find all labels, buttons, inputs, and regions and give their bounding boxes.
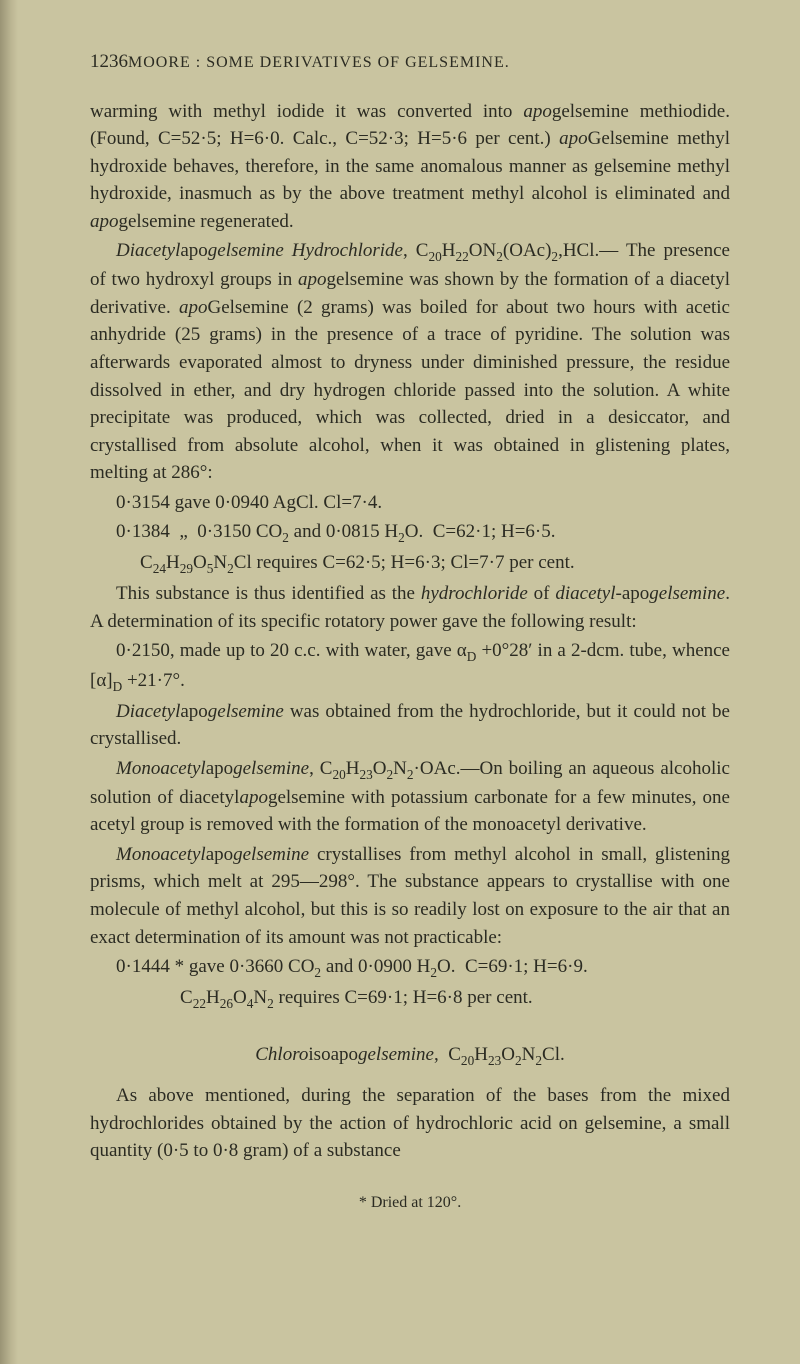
data-line-d: 0·1444 * gave 0·3660 CO2 and 0·0900 H2O.… — [116, 953, 730, 982]
page-number: 1236 — [90, 48, 128, 76]
paragraph-3: This substance is thus identified as the… — [90, 580, 730, 635]
paragraph-8: As above mentioned, during the separatio… — [90, 1082, 730, 1165]
footnote: * Dried at 120°. — [90, 1191, 730, 1214]
paragraph-2: Diacetylapogelsemine Hydrochloride, C20H… — [90, 237, 730, 486]
page: 1236 MOORE : SOME DERIVATIVES OF GELSEMI… — [0, 0, 800, 1364]
paragraph-4: 0·2150, made up to 20 c.c. with water, g… — [90, 637, 730, 695]
section-title-chloro: Chloroisoapogelsemine, C20H23O2N2Cl. — [90, 1041, 730, 1070]
data-line-e: C22H26O4N2 requires C=69·1; H=6·8 per ce… — [180, 984, 730, 1013]
paragraph-6: Monoacetylapogelsemine, C20H23O2N2·OAc.—… — [90, 755, 730, 839]
paragraph-7: Monoacetylapogelsemine crystallises from… — [90, 841, 730, 951]
running-title: MOORE : SOME DERIVATIVES OF GELSEMINE. — [128, 51, 510, 74]
data-line-a: 0·3154 gave 0·0940 AgCl. Cl=7·4. — [116, 489, 730, 517]
data-line-c: C24H29O5N2Cl requires C=62·5; H=6·3; Cl=… — [140, 549, 730, 578]
page-header: 1236 MOORE : SOME DERIVATIVES OF GELSEMI… — [90, 48, 730, 76]
paragraph-1: warming with methyl iodide it was conver… — [90, 98, 730, 236]
paragraph-5: Diacetylapogelsemine was obtained from t… — [90, 698, 730, 753]
data-line-b: 0·1384 „ 0·3150 CO2 and 0·0815 H2O. C=62… — [116, 518, 730, 547]
